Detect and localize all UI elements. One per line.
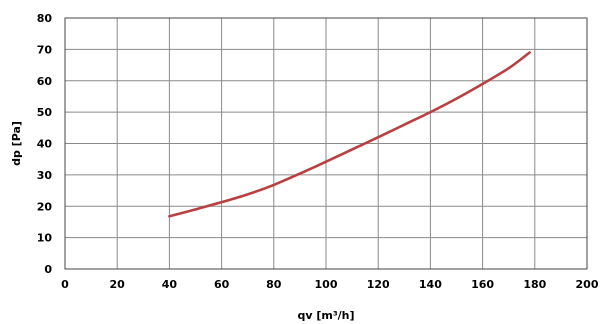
x-tick-label: 200 <box>576 278 599 291</box>
x-tick-labels: 0 20 40 60 80 100 120 140 160 180 200 <box>61 278 599 291</box>
y-tick-labels: 0 10 20 30 40 50 60 70 80 <box>37 12 53 276</box>
x-tick-label: 40 <box>162 278 178 291</box>
y-tick-label: 50 <box>37 106 53 119</box>
y-tick-label: 80 <box>37 12 53 25</box>
y-tick-label: 70 <box>37 43 53 56</box>
x-tick-label: 80 <box>266 278 282 291</box>
x-tick-label: 60 <box>214 278 230 291</box>
plot-frame <box>64 17 588 270</box>
x-tick-label: 120 <box>367 278 390 291</box>
x-tick-label: 180 <box>523 278 546 291</box>
y-tick-label: 20 <box>37 200 53 213</box>
x-axis-label: qv [m³/h] <box>297 309 354 322</box>
y-tick-label: 60 <box>37 75 53 88</box>
y-axis-label: dp [Pa] <box>10 121 23 166</box>
series-line-0 <box>168 51 531 218</box>
series-layer <box>168 51 531 218</box>
y-tick-label: 0 <box>44 263 52 276</box>
x-tick-label: 0 <box>61 278 69 291</box>
x-tick-label: 100 <box>315 278 338 291</box>
x-tick-label: 140 <box>419 278 442 291</box>
y-tick-label: 10 <box>37 232 53 245</box>
x-tick-label: 20 <box>110 278 126 291</box>
x-tick-label: 160 <box>471 278 494 291</box>
grid <box>64 17 588 270</box>
y-tick-label: 30 <box>37 169 53 182</box>
y-tick-label: 40 <box>37 138 53 151</box>
